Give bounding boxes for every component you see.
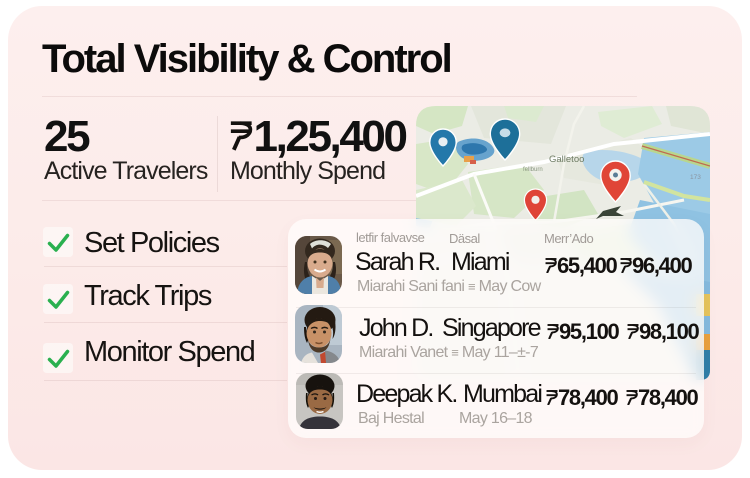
svg-text:173: 173 xyxy=(690,174,701,181)
svg-text:Galletoo: Galletoo xyxy=(549,154,584,165)
svg-text:fellburn: fellburn xyxy=(523,167,543,173)
